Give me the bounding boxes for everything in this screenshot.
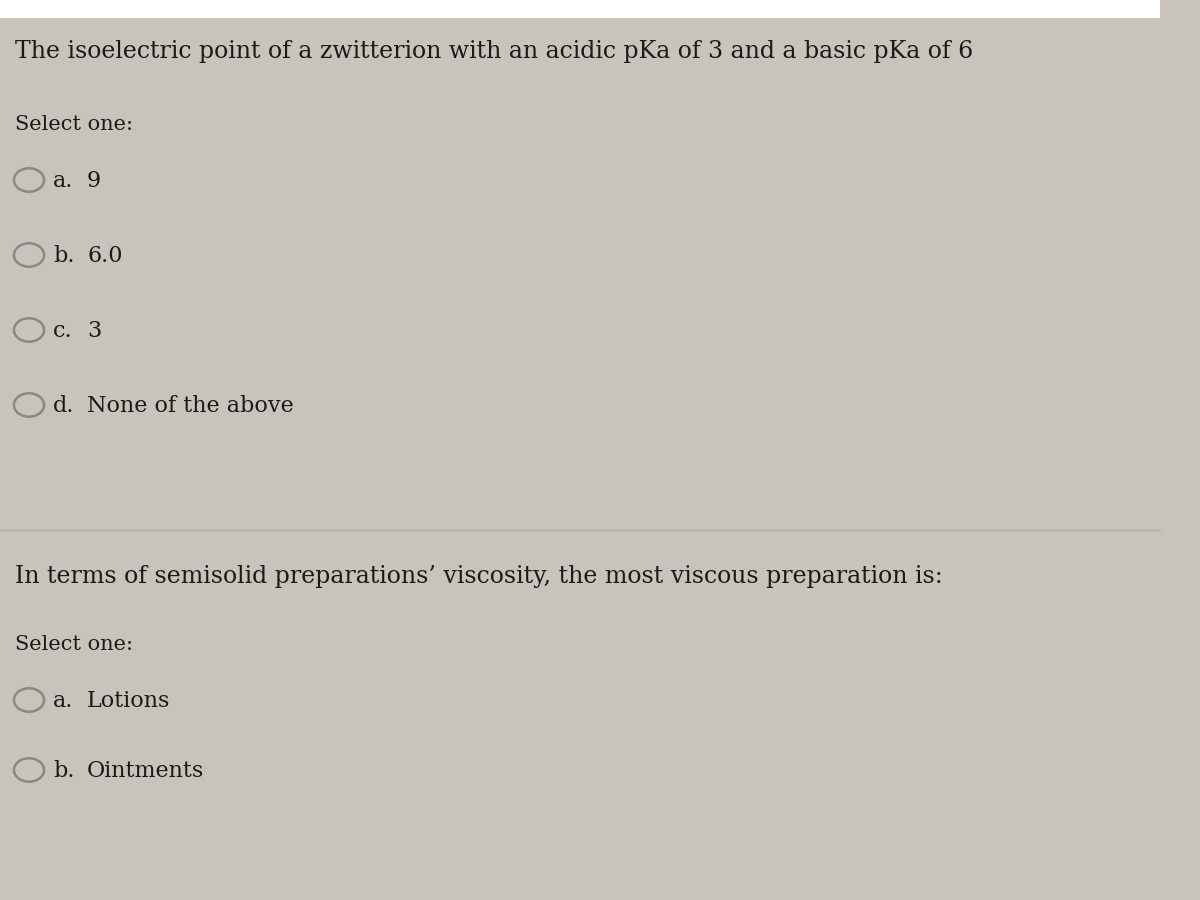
Text: d.: d. [53, 395, 74, 417]
Text: 3: 3 [88, 320, 101, 342]
Text: 6.0: 6.0 [88, 245, 122, 267]
Bar [0, 0, 1160, 18]
Text: Ointments: Ointments [88, 760, 204, 782]
Text: None of the above: None of the above [88, 395, 294, 417]
Text: Select one:: Select one: [14, 115, 132, 134]
Text: In terms of semisolid preparations’ viscosity, the most viscous preparation is:: In terms of semisolid preparations’ visc… [14, 565, 942, 588]
Text: b.: b. [53, 245, 74, 267]
Text: c.: c. [53, 320, 73, 342]
Text: 9: 9 [88, 170, 101, 192]
Text: Select one:: Select one: [14, 635, 132, 654]
Text: a.: a. [53, 170, 73, 192]
Text: b.: b. [53, 760, 74, 782]
Text: Lotions: Lotions [88, 690, 170, 712]
Text: The isoelectric point of a zwitterion with an acidic pKa of 3 and a basic pKa of: The isoelectric point of a zwitterion wi… [14, 40, 973, 63]
Text: a.: a. [53, 690, 73, 712]
